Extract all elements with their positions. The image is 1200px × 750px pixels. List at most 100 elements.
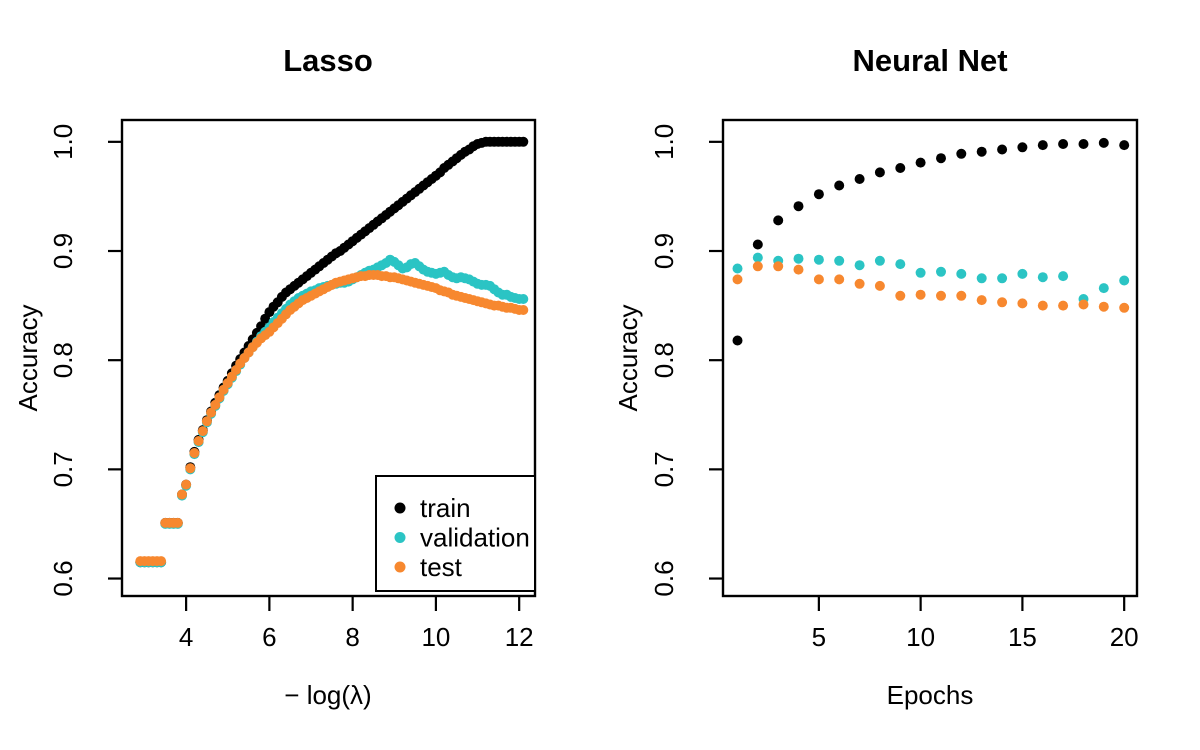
data-point-validation xyxy=(1119,275,1130,286)
data-point-test xyxy=(156,556,167,567)
data-point-test xyxy=(1078,299,1089,310)
plot-box-neural-net xyxy=(721,118,1139,598)
data-point-validation xyxy=(813,254,824,265)
data-point-validation xyxy=(854,260,865,271)
data-point-train xyxy=(874,167,885,178)
x-tick-label: 10 xyxy=(421,622,450,652)
data-point-test xyxy=(1017,298,1028,309)
data-point-test xyxy=(956,290,967,301)
data-point-train xyxy=(936,153,946,164)
x-tick-label: 10 xyxy=(906,622,935,652)
data-point-validation xyxy=(834,255,845,266)
series-test xyxy=(135,270,529,567)
data-point-validation xyxy=(874,255,885,266)
data-point-validation xyxy=(976,273,987,284)
data-point-train xyxy=(1058,139,1069,149)
data-point-train xyxy=(997,144,1008,155)
data-point-test xyxy=(210,399,221,410)
data-point-test xyxy=(185,463,196,474)
data-point-train xyxy=(1037,140,1048,151)
x-axis-neural-net: 5 10 15 20 xyxy=(812,596,1139,652)
panel-title-neural-net: Neural Net xyxy=(852,43,1007,78)
y-tick-label: 0.9 xyxy=(48,233,78,269)
series-layer-lasso xyxy=(135,136,529,568)
y-axis-neural-net: 1.0 0.9 0.8 0.7 0.6 xyxy=(649,124,723,597)
data-point-validation xyxy=(518,294,529,304)
x-tick-label: 8 xyxy=(345,622,359,652)
data-point-test xyxy=(1098,301,1109,312)
data-point-test xyxy=(1119,302,1130,313)
y-tick-label: 0.6 xyxy=(649,560,679,596)
data-point-validation xyxy=(1058,271,1069,282)
x-axis-label-lasso: − log(λ) xyxy=(284,680,371,710)
data-point-validation xyxy=(1017,268,1028,279)
data-point-test xyxy=(518,305,529,315)
data-point-train xyxy=(895,163,906,173)
y-tick-label: 0.8 xyxy=(48,342,78,378)
data-point-test xyxy=(854,278,865,289)
data-point-test xyxy=(813,274,824,285)
series-train xyxy=(732,137,1130,346)
data-point-train xyxy=(956,148,967,159)
data-point-test xyxy=(1058,300,1069,311)
data-point-test xyxy=(214,392,225,403)
data-point-validation xyxy=(895,259,906,270)
data-point-train xyxy=(1017,142,1028,153)
data-point-validation xyxy=(915,267,926,278)
series-test xyxy=(732,261,1130,313)
series-layer-neural-net xyxy=(732,137,1130,346)
y-tick-label: 0.6 xyxy=(48,560,78,596)
data-point-test xyxy=(752,261,763,272)
data-point-test xyxy=(732,274,743,285)
data-point-train xyxy=(834,180,845,191)
data-point-test xyxy=(193,436,204,446)
x-tick-label: 5 xyxy=(812,622,826,652)
data-point-train xyxy=(773,215,784,226)
data-point-validation xyxy=(793,253,804,264)
data-point-test xyxy=(834,274,845,285)
y-tick-label: 0.7 xyxy=(649,451,679,487)
y-tick-label: 0.7 xyxy=(48,451,78,487)
data-point-validation xyxy=(732,263,743,274)
data-point-train xyxy=(1078,139,1089,149)
data-point-test xyxy=(1037,300,1048,311)
series-validation xyxy=(732,252,1130,304)
data-point-train xyxy=(732,335,743,346)
data-point-validation xyxy=(1098,283,1109,294)
data-point-train xyxy=(976,146,987,157)
data-point-train xyxy=(813,189,824,200)
y-tick-label: 0.9 xyxy=(649,233,679,269)
y-axis-label-lasso: Accuracy xyxy=(13,305,43,412)
x-tick-label: 4 xyxy=(179,622,193,652)
data-point-test xyxy=(197,426,208,437)
data-point-test xyxy=(172,517,183,528)
data-point-train xyxy=(1119,140,1130,151)
legend-item-label: train xyxy=(420,493,471,523)
plot-box-lasso xyxy=(120,118,537,598)
data-point-test xyxy=(997,297,1008,308)
panel-title-lasso: Lasso xyxy=(283,43,373,78)
data-point-test xyxy=(915,289,926,300)
x-axis-label-neural-net: Epochs xyxy=(887,680,974,710)
legend-item-label: validation xyxy=(420,523,530,553)
data-point-validation xyxy=(997,273,1008,284)
panel-lasso: Lasso 4 6 8 10 12 1.0 0.9 0.8 0.7 0.6 − log(λ) A… xyxy=(13,43,537,710)
x-tick-label: 6 xyxy=(262,622,276,652)
legend-swatch-validation xyxy=(394,532,406,543)
y-tick-label: 1.0 xyxy=(48,124,78,160)
panel-neural-net: Neural Net 5 10 15 20 1.0 0.9 0.8 0.7 0.6 Epoch… xyxy=(613,43,1139,710)
legend-swatch-test xyxy=(394,561,406,573)
data-point-test xyxy=(895,290,906,301)
y-axis-label-neural-net: Accuracy xyxy=(613,305,643,412)
data-point-test xyxy=(976,295,987,306)
data-point-validation xyxy=(956,268,967,279)
data-point-train xyxy=(915,157,926,168)
y-tick-label: 0.8 xyxy=(649,342,679,378)
data-point-test xyxy=(177,489,187,500)
data-point-test xyxy=(189,448,200,458)
data-point-test xyxy=(936,290,946,301)
data-point-train xyxy=(752,239,763,250)
